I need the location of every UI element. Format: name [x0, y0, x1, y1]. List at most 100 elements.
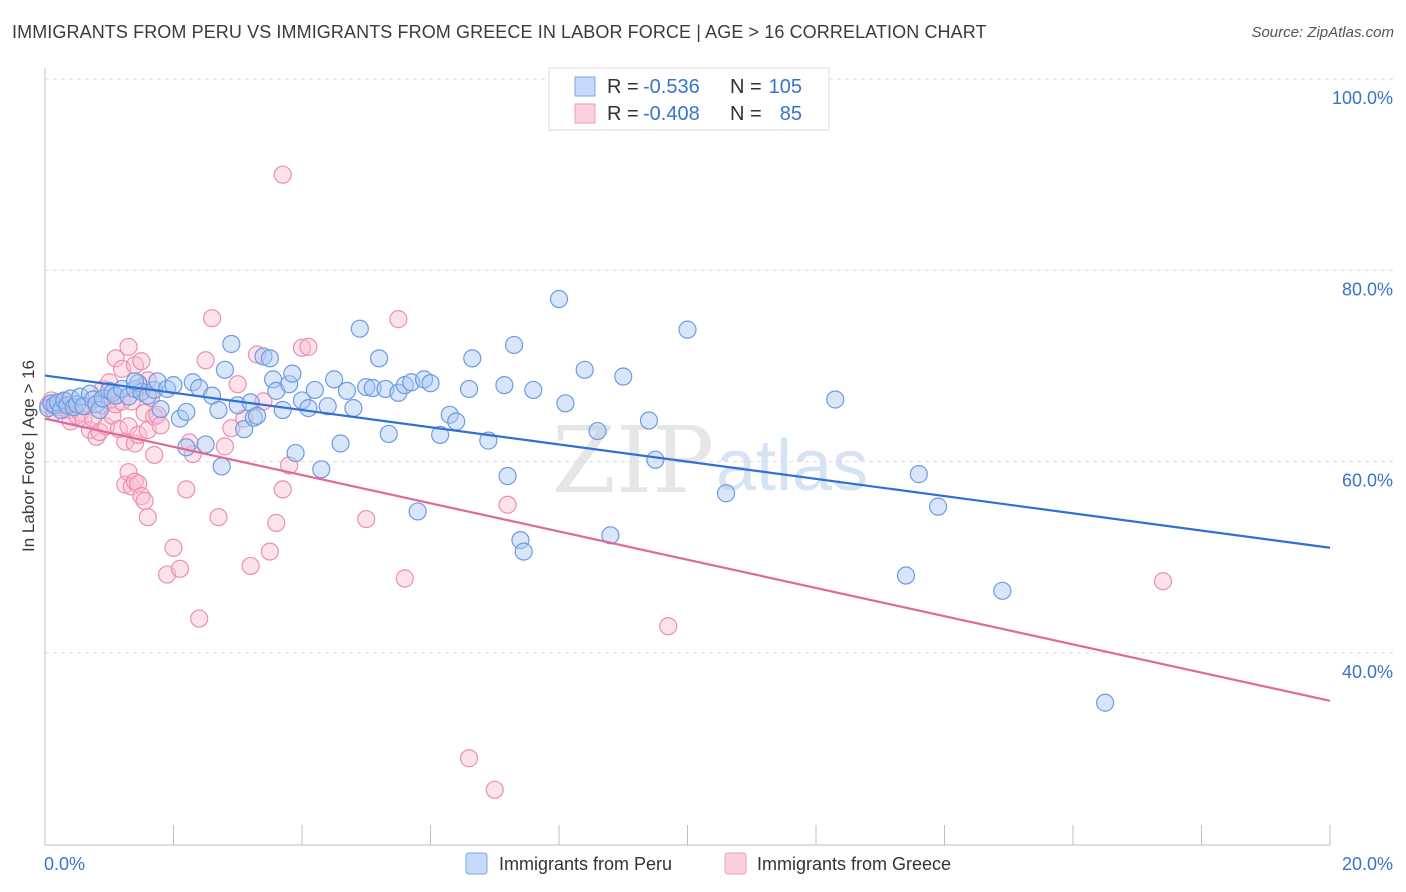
trend-lines: [44, 374, 1331, 702]
peru-point: [514, 542, 533, 561]
greece-point: [273, 480, 292, 499]
peru-point: [498, 466, 517, 486]
y-tick-label: 40.0%: [1342, 662, 1393, 682]
greece-point: [485, 780, 504, 799]
peru-point: [440, 405, 459, 424]
greece-point: [228, 375, 247, 394]
greece-point: [273, 165, 292, 184]
y-tick-label: 80.0%: [1342, 279, 1393, 299]
peru-point: [826, 390, 845, 409]
peru-point: [331, 434, 350, 453]
peru-point: [286, 443, 305, 463]
greece-point: [241, 556, 260, 576]
legend-r-value-greece: -0.408: [643, 103, 700, 125]
peru-point: [716, 484, 736, 503]
peru-point: [379, 424, 398, 444]
peru-point: [312, 460, 331, 479]
peru-point: [350, 319, 369, 338]
peru-point: [254, 347, 273, 366]
greece-point: [177, 480, 196, 499]
legend-label-peru: Immigrants from Peru: [499, 854, 672, 874]
peru-point: [273, 400, 292, 420]
legend-n-value-peru: 105: [769, 76, 802, 98]
greece-point: [215, 437, 234, 456]
peru-point: [909, 465, 928, 484]
peru-point: [646, 450, 665, 469]
greece-point: [138, 508, 157, 527]
legend-label-greece: Immigrants from Greece: [757, 854, 951, 874]
legend-swatch-peru-bottom: [465, 852, 488, 875]
peru-point: [280, 375, 299, 394]
peru-point: [993, 581, 1012, 600]
peru-point: [151, 399, 170, 419]
source-credit: Source: ZipAtlas.com: [1251, 24, 1394, 41]
peru-point: [177, 402, 196, 422]
peru-point: [588, 421, 607, 441]
peru-point: [575, 360, 594, 379]
peru-point: [247, 406, 267, 425]
series-legend: Immigrants from Peru Immigrants from Gre…: [465, 852, 951, 875]
legend-box: [548, 67, 830, 131]
legend-swatch-greece-bottom: [724, 852, 747, 875]
peru-point: [928, 497, 948, 516]
legend-r-label-peru: R =: [607, 76, 639, 98]
greece-point: [260, 542, 279, 561]
legend-swatch-peru: [574, 76, 596, 97]
greece-point: [292, 338, 312, 357]
peru-point: [318, 397, 337, 416]
series-peru-points: [39, 289, 1115, 712]
watermark-zip: ZIP: [552, 407, 714, 514]
legend-n-value-greece: 85: [780, 103, 802, 125]
trend-line-peru: [44, 374, 1331, 549]
y-tick-label: 60.0%: [1342, 471, 1393, 491]
peru-point: [549, 289, 569, 309]
peru-point: [357, 377, 376, 397]
greece-point: [106, 349, 125, 368]
peru-point: [299, 398, 318, 418]
peru-point: [556, 394, 575, 413]
peru-point: [421, 374, 440, 393]
greece-point: [299, 337, 318, 356]
peru-point: [196, 435, 215, 454]
peru-point: [260, 349, 279, 368]
greece-point: [1153, 572, 1173, 591]
x-tick-label-max: 20.0%: [1342, 854, 1393, 874]
peru-point: [106, 386, 125, 405]
peru-point: [639, 411, 659, 430]
greece-point: [164, 538, 183, 557]
greece-point: [222, 419, 241, 438]
y-axis-label: In Labor Force | Age > 16: [19, 360, 38, 552]
peru-point: [344, 398, 363, 418]
greece-point: [196, 351, 215, 370]
greece-point: [202, 309, 222, 328]
peru-point: [64, 398, 84, 417]
peru-point: [1096, 693, 1115, 712]
series-greece-points: [39, 165, 1173, 799]
axes: [44, 68, 1331, 846]
stats-legend: R = -0.536 N = 105 R = -0.408 N = 85: [548, 67, 830, 131]
peru-point: [370, 349, 389, 368]
legend-n-label-peru: N =: [730, 76, 762, 98]
greece-point: [209, 508, 228, 527]
watermark-atlas: atlas: [716, 426, 868, 506]
peru-point: [215, 360, 234, 379]
peru-point: [170, 409, 190, 428]
peru-point: [212, 457, 231, 476]
greece-point: [170, 559, 190, 578]
peru-point: [504, 335, 524, 355]
greece-point: [145, 445, 164, 465]
peru-point: [337, 381, 357, 400]
greece-point: [119, 337, 138, 356]
peru-point: [614, 367, 633, 386]
tick-labels: 100.0% 80.0% 60.0% 40.0% 0.0% 20.0%: [44, 88, 1393, 874]
chart-title: IMMIGRANTS FROM PERU VS IMMIGRANTS FROM …: [12, 22, 987, 42]
peru-point: [495, 376, 514, 395]
greece-point: [389, 310, 408, 329]
x-tick-label-min: 0.0%: [44, 854, 85, 874]
greece-point: [357, 509, 376, 529]
trend-line-greece: [44, 417, 1331, 702]
peru-point: [459, 379, 479, 399]
peru-point: [209, 400, 228, 420]
peru-point: [678, 320, 697, 339]
